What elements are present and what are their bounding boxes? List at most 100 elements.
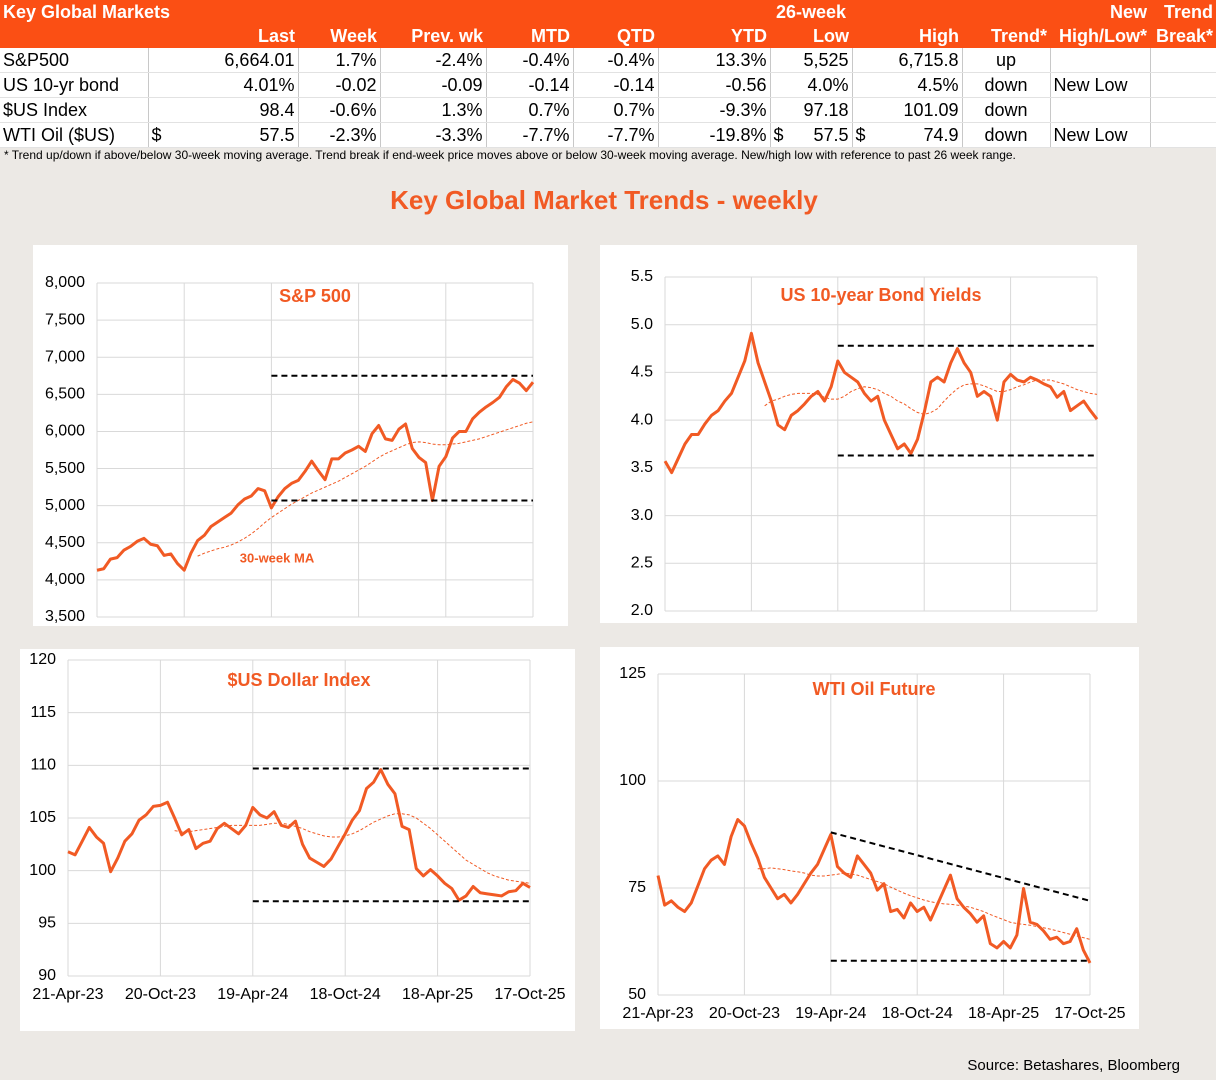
x-tick-label: 21-Apr-23 <box>32 986 103 1003</box>
cell: -0.4% <box>573 48 659 73</box>
x-tick-label: 19-Apr-24 <box>795 1005 866 1022</box>
cell: 4.0% <box>770 72 853 98</box>
cell: 0.7% <box>486 97 574 123</box>
cell <box>1150 72 1216 98</box>
y-tick-label: 4.5 <box>631 364 653 381</box>
header-cell: Prev. wk <box>380 24 486 48</box>
header-cell <box>486 0 573 24</box>
chart-title: US 10-year Bond Yields <box>780 285 981 305</box>
cell: 101.09 <box>852 97 963 123</box>
cell: $US Index <box>0 97 149 123</box>
header-cell <box>0 24 148 48</box>
header-cell: MTD <box>486 24 573 48</box>
y-tick-label: 5.0 <box>631 316 653 333</box>
range-line <box>830 831 1091 902</box>
y-tick-label: 3,500 <box>45 608 85 625</box>
header-cell: Key Global Markets <box>0 0 170 24</box>
cell: 6,715.8 <box>852 48 963 73</box>
cell: $57.5 <box>148 122 299 148</box>
page-title: Key Global Market Trends - weekly <box>390 185 818 215</box>
header-cell: Low <box>770 24 852 48</box>
markets-table: Key Global Markets 26-week New Trend Last Wee… <box>0 0 1216 148</box>
cell: -2.4% <box>380 48 487 73</box>
cell: -2.3% <box>298 122 381 148</box>
header-cell: Week <box>298 24 380 48</box>
currency-sign: $ <box>151 125 162 145</box>
cell: 4.5% <box>852 72 963 98</box>
cell: $74.9 <box>852 122 963 148</box>
cell <box>1150 48 1216 73</box>
price-line <box>96 377 535 572</box>
cell: 0.7% <box>573 97 659 123</box>
header-cell: Trend <box>1150 0 1216 24</box>
y-tick-label: 5.5 <box>631 268 653 285</box>
cell: -7.7% <box>573 122 659 148</box>
cell <box>1050 48 1151 73</box>
header-cell: QTD <box>573 24 658 48</box>
cell: $57.5 <box>770 122 853 148</box>
currency-sign: $ <box>773 125 784 145</box>
y-tick-label: 7,500 <box>45 311 85 328</box>
x-tick-label: 18-Oct-24 <box>310 986 381 1003</box>
y-tick-label: 7,000 <box>45 348 85 365</box>
chart-panel <box>600 245 1137 623</box>
cell: up <box>962 48 1051 73</box>
currency-sign: $ <box>855 125 866 145</box>
cell: 13.3% <box>658 48 771 73</box>
price-line <box>67 768 531 902</box>
y-tick-label: 5,500 <box>45 460 85 477</box>
header-row: Key Global Markets 26-week New Trend <box>0 0 1216 24</box>
cell: -9.3% <box>658 97 771 123</box>
header-cell: New <box>1050 0 1150 24</box>
cell: down <box>962 72 1051 98</box>
x-tick-label: 20-Oct-23 <box>125 986 196 1003</box>
cell: 1.7% <box>298 48 381 73</box>
x-tick-label: 18-Apr-25 <box>968 1005 1039 1022</box>
cell: S&P500 <box>0 48 149 73</box>
header-cell: Trend* <box>962 24 1050 48</box>
cell: 98.4 <box>148 97 299 123</box>
price-line <box>656 818 1092 964</box>
cell: 6,664.01 <box>148 48 299 73</box>
chart-panel <box>33 245 568 626</box>
cell: -0.6% <box>298 97 381 123</box>
chart-title: $US Dollar Index <box>227 670 370 690</box>
header-cell: 26-week <box>770 0 852 24</box>
data-row: S&P500 6,664.01 1.7% -2.4% -0.4% -0.4% 13.3% 5,… <box>0 48 1216 73</box>
cell: -3.3% <box>380 122 487 148</box>
cell: 5,525 <box>770 48 853 73</box>
moving-average-line <box>757 867 1091 940</box>
header-row: Last Week Prev. wk MTD QTD YTD Low High Trend* Hi… <box>0 24 1216 48</box>
y-tick-label: 4,500 <box>45 534 85 551</box>
header-cell <box>148 0 298 24</box>
y-tick-label: 125 <box>619 665 646 682</box>
y-tick-label: 50 <box>628 986 646 1003</box>
price-line <box>663 331 1099 475</box>
cell: New Low <box>1050 72 1151 98</box>
y-tick-label: 100 <box>619 772 646 789</box>
y-tick-label: 100 <box>29 862 56 879</box>
cell <box>1150 122 1216 148</box>
footnote: * Trend up/down if above/below 30-week m… <box>4 148 1016 162</box>
header-cell <box>298 0 380 24</box>
y-tick-label: 2.5 <box>631 555 653 572</box>
cell <box>1050 97 1151 123</box>
x-tick-label: 21-Apr-23 <box>622 1005 693 1022</box>
cell-value: 57.5 <box>813 125 849 145</box>
y-tick-label: 90 <box>38 967 56 984</box>
cell: 4.01% <box>148 72 299 98</box>
y-tick-label: 115 <box>30 704 56 721</box>
y-tick-label: 4,000 <box>45 571 85 588</box>
header-cell <box>658 0 770 24</box>
y-tick-label: 120 <box>29 651 56 668</box>
cell: down <box>962 97 1051 123</box>
data-row: US 10-yr bond 4.01% -0.02 -0.09 -0.14 -0.14 -0… <box>0 72 1216 98</box>
chart-panel <box>600 647 1139 1029</box>
y-tick-label: 5,000 <box>45 497 85 514</box>
y-tick-label: 8,000 <box>45 274 85 291</box>
x-tick-label: 20-Oct-23 <box>709 1005 780 1022</box>
moving-average-line <box>197 421 534 557</box>
x-tick-label: 18-Oct-24 <box>882 1005 953 1022</box>
